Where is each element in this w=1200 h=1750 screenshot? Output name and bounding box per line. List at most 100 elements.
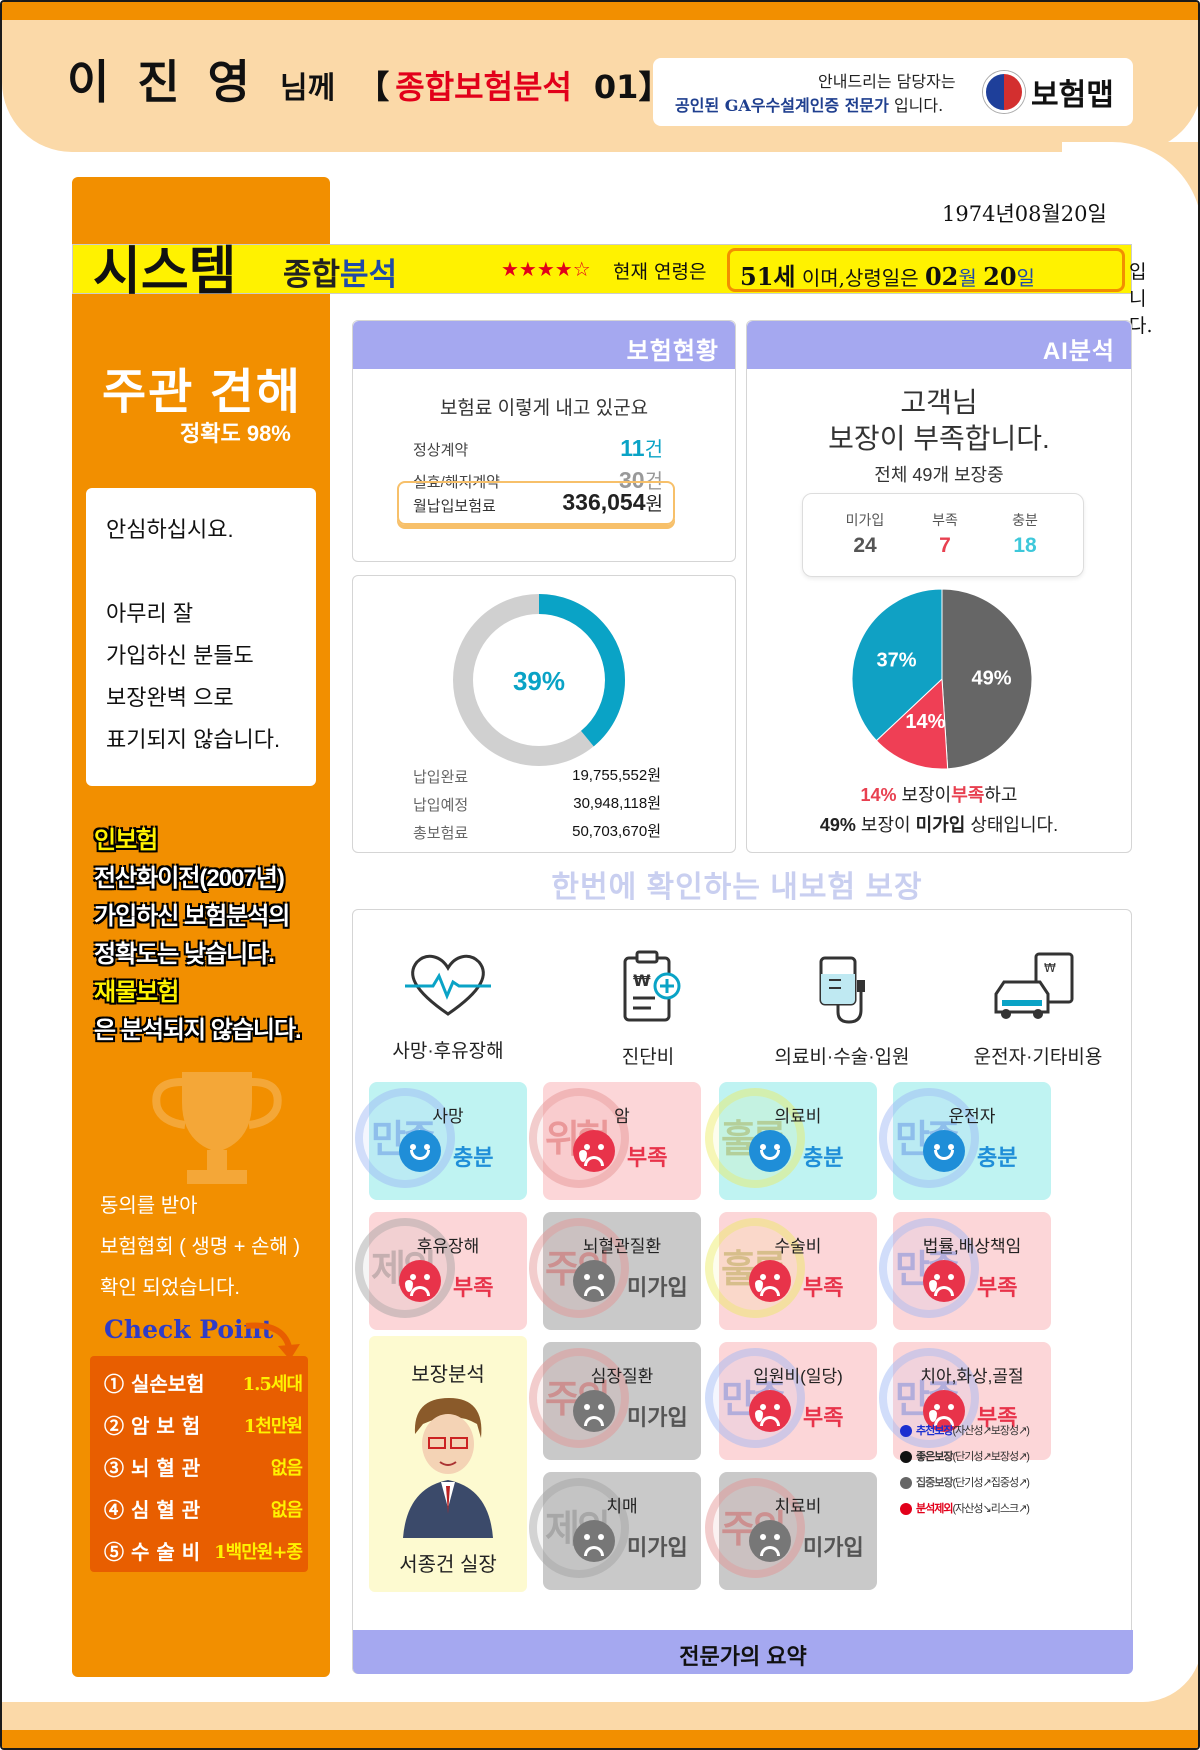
checkpoint-row: ③ 뇌 혈 관 없음: [90, 1442, 308, 1484]
car-document-icon: ₩: [994, 952, 1074, 1019]
sad-face-icon: [573, 1130, 615, 1172]
total-value: 50,703,670원: [572, 823, 661, 840]
tile-status: 미가입: [627, 1535, 688, 1560]
monthly-premium-value: 336,054원: [562, 489, 663, 515]
checkpoint-row: ① 실손보험 1.5세대: [90, 1358, 308, 1400]
notice-line: 은 분석되지 않습니다.: [94, 1017, 302, 1044]
monthly-premium-box: 월납입보험료 336,054원: [397, 481, 675, 525]
tile-status: 충분: [803, 1145, 844, 1170]
coverage-tile: 훌륭의료비충분: [705, 1082, 877, 1200]
ai-stat-insufficient: 부족 7: [932, 512, 958, 557]
expert-avatar: [403, 1398, 493, 1538]
smile-face-icon: [399, 1130, 441, 1172]
legend-dot: [900, 1451, 912, 1464]
age-text-mid: 이며,상령일은: [801, 266, 919, 290]
total-label: 총보험료: [413, 825, 469, 842]
agent-info: 안내드리는 담당자는 공인된 GA우수설계인증 전문가 입니다. 보험맵: [653, 58, 1133, 126]
sad-face-icon: [923, 1390, 965, 1432]
category-label: 사망·후유장해: [392, 1041, 504, 1062]
tile-status: 부족: [627, 1145, 668, 1170]
bracket-open: 【: [357, 68, 396, 106]
sad-face-icon: [749, 1390, 791, 1432]
opinion-title: 주관 견해: [102, 366, 302, 419]
category-diagnosis: ₩ 진단비: [553, 950, 743, 1069]
agent-line2-rest: 입니다.: [893, 96, 944, 115]
pie-slice: [941, 588, 1033, 770]
svg-text:₩: ₩: [633, 971, 651, 990]
opinion-line: 가입하신 분들도: [106, 643, 254, 668]
report-number: 01: [593, 68, 639, 106]
current-age: 51세: [740, 262, 796, 291]
checkpoint-title: Check Point: [104, 1315, 274, 1344]
tile-title: 심장질환: [590, 1367, 654, 1386]
checkpoint-label: ① 실손보험: [104, 1372, 205, 1396]
pie-slice-label: 49%: [971, 667, 1011, 689]
panel-header-title: 보험현황: [626, 338, 719, 365]
pie-slice: [875, 677, 949, 770]
expert-summary-bar: 전문가의 요약: [353, 1630, 1133, 1674]
coverage-tile: 만족운전자충분: [879, 1082, 1051, 1200]
sad-face-icon: [923, 1260, 965, 1302]
checkpoint-label: ③ 뇌 혈 관: [104, 1456, 201, 1480]
customer-heading: 이 진 영 님께 【종합보험분석 01】: [67, 46, 676, 112]
brand-emblem-icon: [983, 71, 1025, 113]
active-contracts-row: 정상계약 11건: [413, 431, 673, 465]
tile-status: 미가입: [803, 1535, 864, 1560]
tile-status: 부족: [803, 1275, 844, 1300]
age-up-day: 20: [983, 262, 1017, 291]
panel-header: 보험현황: [353, 321, 735, 369]
opinion-line: 표기되지 않습니다.: [106, 727, 281, 752]
checkpoint-value: 1.5세대: [242, 1374, 303, 1395]
grade-stamp: 훌륭: [705, 1088, 805, 1188]
opinion-line: 아무리 잘: [106, 601, 194, 626]
checkpoint-value: 1백만원+종: [214, 1542, 303, 1563]
tile-title: 암: [614, 1107, 630, 1126]
active-contracts-label: 정상계약: [413, 442, 469, 459]
notice-block: 인보험 전산화이전(2007년) 가입하신 보험분석의 정확도는 낮습니다. 재…: [94, 822, 334, 1050]
checkpoint-row: ② 암 보 험 1천만원: [90, 1400, 308, 1442]
system-sub-black: 종합: [283, 257, 341, 293]
tagline: 한번에 확인하는 내보험 보장: [551, 871, 923, 904]
day-unit: 일: [1016, 266, 1035, 290]
ai-stat-sufficient: 충분 18: [1012, 512, 1038, 557]
ai-summary-1: 14% 보장이부족하고: [860, 785, 1018, 805]
age-box: 51세 이며,상령일은 02월 20일: [727, 248, 1125, 292]
payment-donut: 39%: [453, 594, 625, 766]
legend-item: 좋은보장(단기성↗보장성↗): [900, 1448, 1030, 1474]
honorific: 님께: [280, 71, 336, 106]
age-up-month: 02: [924, 262, 959, 291]
category-label: 운전자·기타비용: [973, 1047, 1103, 1068]
tile-title: 운전자: [948, 1107, 996, 1126]
ai-stat-unsubscribed: 미가입 24: [845, 512, 885, 557]
trophy-watermark-icon: [152, 1072, 282, 1184]
ai-line1: 고객님: [900, 387, 978, 418]
checkpoint-label: ④ 심 혈 관: [104, 1498, 201, 1522]
paid-label: 납입완료: [413, 769, 469, 786]
smile-face-icon: [749, 1130, 791, 1172]
category-label: 진단비: [621, 1047, 675, 1068]
legend-dot: [900, 1425, 912, 1438]
ai-line2: 보장이 부족합니다.: [828, 423, 1050, 454]
sad-face-icon: [573, 1390, 615, 1432]
legend-dot: [900, 1477, 912, 1490]
active-contracts-value: 11건: [620, 435, 663, 461]
legend-item: 추천보장(자산성↗보장성↗): [900, 1422, 1030, 1448]
checkpoint-row: ④ 심 혈 관 없음: [90, 1484, 308, 1526]
month-unit: 월: [958, 266, 977, 290]
panel-header-title: AI분석: [1042, 338, 1115, 365]
rating-stars: ★★★★☆: [501, 259, 591, 281]
system-bar: 시스템 종합분석 ★★★★☆ 현재 연령은 51세 이며,상령일은 02월 20…: [72, 242, 1153, 337]
category-medical: 의료비·수술·입원: [747, 950, 937, 1069]
expert-card-title: 보장분석: [411, 1364, 485, 1386]
consent-text: 동의를 받아 보험협회 ( 생명 + 손해 ) 확인 되었습니다.: [100, 1186, 300, 1309]
pie-slice-label: 37%: [877, 649, 917, 671]
tile-title: 치매: [606, 1497, 638, 1516]
monthly-premium-label: 월납입보험료: [413, 498, 496, 515]
agent-credential: 공인된 GA우수설계인증 전문가: [675, 96, 889, 115]
donut-percent-label: 39%: [513, 666, 565, 696]
tile-status: 충분: [453, 1145, 494, 1170]
category-death: 사망·후유장해: [353, 950, 543, 1063]
ai-stats-box: 미가입 24 부족 7 충분 18: [802, 493, 1084, 577]
consent-line: 동의를 받아: [100, 1195, 198, 1217]
